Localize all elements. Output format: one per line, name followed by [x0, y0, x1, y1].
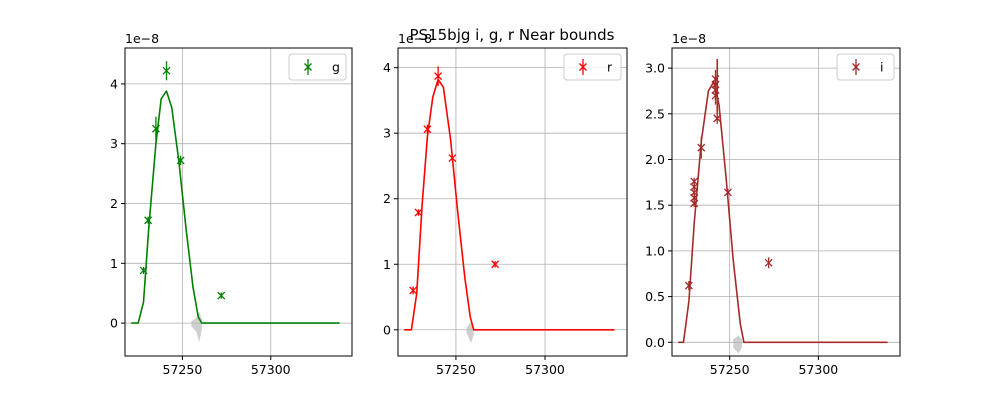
- model-line: [131, 90, 340, 324]
- chart-title: PS15bjg i, g, r Near bounds: [410, 26, 615, 44]
- x-tick-label: 57250: [710, 362, 750, 377]
- panel-r: 57250 57300 0 1 2 3 4 1e−8 r: [383, 31, 628, 377]
- axes-frame: [671, 47, 901, 357]
- y-tick-label: 4: [383, 60, 391, 75]
- model-spread: [191, 311, 202, 343]
- panel-g: 57250 57300 0 1 2 3 4 1e−8 g: [110, 31, 353, 377]
- data-point: [690, 177, 699, 186]
- x-tick-label: 57250: [163, 362, 203, 377]
- data-point: [697, 136, 706, 159]
- x-tick-label: 57300: [251, 362, 291, 377]
- data-point: [144, 216, 153, 225]
- data-point: [151, 116, 160, 141]
- data-point: [217, 291, 226, 300]
- data-point: [711, 69, 720, 89]
- y-tick-label: 2.0: [645, 152, 665, 167]
- legend: i: [836, 53, 895, 81]
- legend-label: r: [607, 60, 613, 75]
- y-tick-label: 0.5: [645, 289, 665, 304]
- legend-label: g: [332, 60, 340, 75]
- data-point: [434, 66, 443, 87]
- data-point: [684, 281, 693, 291]
- y-tick-label: 0.0: [645, 335, 665, 350]
- model-line: [678, 81, 888, 344]
- data-point: [139, 266, 148, 275]
- y-tick-label: 0: [383, 322, 391, 337]
- y-offset-label: 1e−8: [125, 31, 159, 46]
- x-tick-label: 57300: [525, 362, 565, 377]
- y-tick-label: 4: [110, 76, 118, 91]
- axes-frame: [397, 47, 628, 357]
- y-tick-label: 3.0: [645, 61, 665, 76]
- y-tick-label: 1: [383, 257, 391, 272]
- data-point: [723, 188, 732, 197]
- model-line: [404, 78, 615, 331]
- y-tick-label: 2: [110, 196, 118, 211]
- model-spread: [733, 335, 743, 354]
- y-tick-label: 3: [110, 136, 118, 151]
- y-tick-label: 1.0: [645, 243, 665, 258]
- legend: g: [288, 53, 347, 81]
- y-tick-label: 2.5: [645, 106, 665, 121]
- y-tick-label: 3: [383, 126, 391, 141]
- y-tick-label: 0: [110, 316, 118, 331]
- y-offset-label: 1e−8: [398, 31, 432, 46]
- legend-label: i: [880, 60, 883, 75]
- panel-i: 57250 57300 0.0 0.5 1.0 1.5 2.0 2.5 3.0 1e−8 i: [645, 31, 901, 377]
- data-point: [409, 286, 418, 295]
- data-point: [162, 61, 171, 81]
- model-spread: [466, 321, 474, 343]
- y-offset-label: 1e−8: [672, 31, 706, 46]
- x-tick-label: 57250: [436, 362, 476, 377]
- data-point: [176, 155, 185, 166]
- data-point: [448, 154, 457, 163]
- data-point: [423, 124, 432, 134]
- axes-frame: [124, 47, 353, 357]
- y-tick-label: 1: [110, 256, 118, 271]
- data-point: [713, 112, 722, 124]
- y-tick-label: 2: [383, 191, 391, 206]
- data-point: [764, 257, 773, 269]
- y-tick-label: 1.5: [645, 198, 665, 213]
- data-point: [414, 208, 423, 217]
- x-tick-label: 57300: [798, 362, 838, 377]
- data-point: [491, 260, 500, 269]
- legend: r: [563, 53, 622, 81]
